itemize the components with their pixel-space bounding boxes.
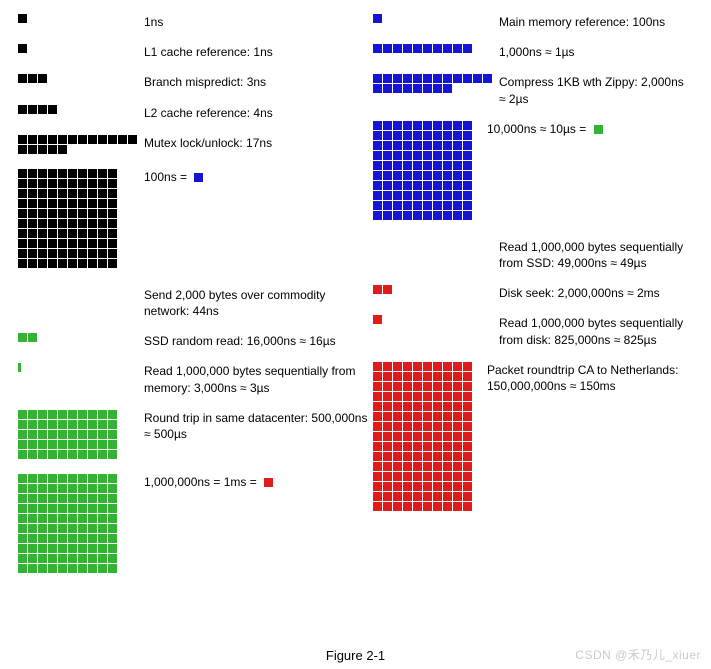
columns: 1ns L1 cache reference: 1ns Branch mispred… <box>18 14 693 588</box>
latency-label: Packet roundtrip CA to Netherlands: 150,… <box>481 362 693 394</box>
latency-label: Read 1,000,000 bytes sequentially from d… <box>493 315 693 347</box>
latency-row: Compress 1KB wth Zippy: 2,000ns ≈ 2µs <box>373 74 693 106</box>
latency-row: Read 1,000,000 bytes sequentially from d… <box>373 315 693 347</box>
latency-visual <box>18 105 138 115</box>
latency-visual <box>18 333 138 343</box>
latency-infographic: 1ns L1 cache reference: 1ns Branch mispred… <box>0 0 711 669</box>
latency-row: 1,000ns ≈ 1µs <box>373 44 693 60</box>
latency-visual <box>18 287 138 296</box>
latency-visual <box>18 169 138 269</box>
latency-text: 1,000,000ns = 1ms = <box>144 475 260 489</box>
latency-label: Read 1,000,000 bytes sequentially from m… <box>138 363 373 395</box>
equals-square-icon <box>594 125 603 134</box>
latency-visual <box>18 363 138 373</box>
latency-label: 1,000ns ≈ 1µs <box>493 44 693 60</box>
latency-text: Read 1,000,000 bytes sequentially from S… <box>499 240 683 270</box>
latency-label: Branch mispredict: 3ns <box>138 74 373 90</box>
latency-text: L1 cache reference: 1ns <box>144 45 273 59</box>
latency-visual <box>373 44 493 54</box>
latency-text: Send 2,000 bytes over commodity network:… <box>144 288 325 318</box>
latency-text: 1,000ns ≈ 1µs <box>499 45 575 59</box>
latency-text: L2 cache reference: 4ns <box>144 106 273 120</box>
latency-row: Mutex lock/unlock: 17ns <box>18 135 373 155</box>
latency-row: L2 cache reference: 4ns <box>18 105 373 121</box>
latency-text: 100ns = <box>144 170 190 184</box>
watermark: CSDN @禾乃儿_xiuer <box>575 646 701 663</box>
latency-visual <box>373 121 481 221</box>
latency-label: 10,000ns ≈ 10µs = <box>481 121 693 137</box>
latency-visual <box>373 285 493 295</box>
latency-label: 1,000,000ns = 1ms = <box>138 474 373 490</box>
latency-visual <box>18 135 138 155</box>
latency-row: 1,000,000ns = 1ms = <box>18 474 373 574</box>
latency-visual <box>373 239 493 248</box>
latency-text: 1ns <box>144 15 163 29</box>
latency-text: Main memory reference: 100ns <box>499 15 665 29</box>
latency-visual <box>18 474 138 574</box>
latency-text: Read 1,000,000 bytes sequentially from d… <box>499 316 683 346</box>
latency-label: 100ns = <box>138 169 373 185</box>
latency-visual <box>373 14 493 24</box>
latency-text: Disk seek: 2,000,000ns ≈ 2ms <box>499 286 660 300</box>
latency-row: Round trip in same datacenter: 500,000ns… <box>18 410 373 460</box>
latency-label: Compress 1KB wth Zippy: 2,000ns ≈ 2µs <box>493 74 693 106</box>
latency-visual <box>373 74 493 94</box>
latency-text: SSD random read: 16,000ns ≈ 16µs <box>144 334 336 348</box>
latency-visual <box>18 410 138 460</box>
latency-visual <box>18 74 138 84</box>
latency-text: Compress 1KB wth Zippy: 2,000ns ≈ 2µs <box>499 75 684 105</box>
latency-row: L1 cache reference: 1ns <box>18 44 373 60</box>
latency-row: Read 1,000,000 bytes sequentially from S… <box>373 239 693 271</box>
latency-text: 10,000ns ≈ 10µs = <box>487 122 590 136</box>
latency-row: 10,000ns ≈ 10µs = <box>373 121 693 221</box>
latency-label: L1 cache reference: 1ns <box>138 44 373 60</box>
equals-square-icon <box>264 478 273 487</box>
latency-label: 1ns <box>138 14 373 30</box>
latency-text: Mutex lock/unlock: 17ns <box>144 136 272 150</box>
latency-text: Branch mispredict: 3ns <box>144 75 266 89</box>
latency-row: Packet roundtrip CA to Netherlands: 150,… <box>373 362 693 512</box>
latency-text: Round trip in same datacenter: 500,000ns… <box>144 411 367 441</box>
latency-label: Round trip in same datacenter: 500,000ns… <box>138 410 373 442</box>
latency-label: Read 1,000,000 bytes sequentially from S… <box>493 239 693 271</box>
latency-label: Main memory reference: 100ns <box>493 14 693 30</box>
latency-row: 1ns <box>18 14 373 30</box>
column-right: Main memory reference: 100ns 1,000ns ≈ 1µ… <box>373 14 693 588</box>
latency-label: Disk seek: 2,000,000ns ≈ 2ms <box>493 285 693 301</box>
latency-text: Read 1,000,000 bytes sequentially from m… <box>144 364 355 394</box>
equals-square-icon <box>194 173 203 182</box>
latency-label: L2 cache reference: 4ns <box>138 105 373 121</box>
latency-label: SSD random read: 16,000ns ≈ 16µs <box>138 333 373 349</box>
latency-visual <box>373 362 481 512</box>
latency-row: Branch mispredict: 3ns <box>18 74 373 90</box>
latency-label: Send 2,000 bytes over commodity network:… <box>138 287 373 319</box>
latency-visual <box>18 14 138 24</box>
latency-row: Read 1,000,000 bytes sequentially from m… <box>18 363 373 395</box>
column-left: 1ns L1 cache reference: 1ns Branch mispred… <box>18 14 373 588</box>
latency-row: Disk seek: 2,000,000ns ≈ 2ms <box>373 285 693 301</box>
latency-row: SSD random read: 16,000ns ≈ 16µs <box>18 333 373 349</box>
latency-row: Main memory reference: 100ns <box>373 14 693 30</box>
latency-label: Mutex lock/unlock: 17ns <box>138 135 373 151</box>
latency-visual <box>18 44 138 54</box>
latency-text: Packet roundtrip CA to Netherlands: 150,… <box>487 363 678 393</box>
latency-visual <box>373 315 493 325</box>
latency-row: Send 2,000 bytes over commodity network:… <box>18 287 373 319</box>
latency-row: 100ns = <box>18 169 373 269</box>
